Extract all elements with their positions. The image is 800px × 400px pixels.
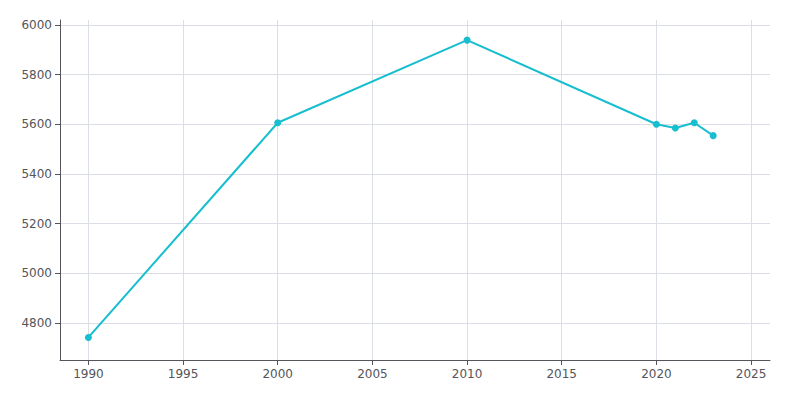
svg-text:2005: 2005 <box>357 367 388 381</box>
svg-text:2015: 2015 <box>546 367 577 381</box>
svg-text:1990: 1990 <box>73 367 104 381</box>
svg-text:6000: 6000 <box>21 18 52 32</box>
svg-text:5800: 5800 <box>21 68 52 82</box>
svg-text:1995: 1995 <box>168 367 199 381</box>
svg-text:5000: 5000 <box>21 266 52 280</box>
svg-text:5600: 5600 <box>21 117 52 131</box>
svg-text:2010: 2010 <box>452 367 483 381</box>
svg-text:4800: 4800 <box>21 316 52 330</box>
svg-text:5200: 5200 <box>21 217 52 231</box>
svg-text:2020: 2020 <box>641 367 672 381</box>
svg-text:2025: 2025 <box>736 367 767 381</box>
svg-text:5400: 5400 <box>21 167 52 181</box>
svg-text:2000: 2000 <box>262 367 293 381</box>
